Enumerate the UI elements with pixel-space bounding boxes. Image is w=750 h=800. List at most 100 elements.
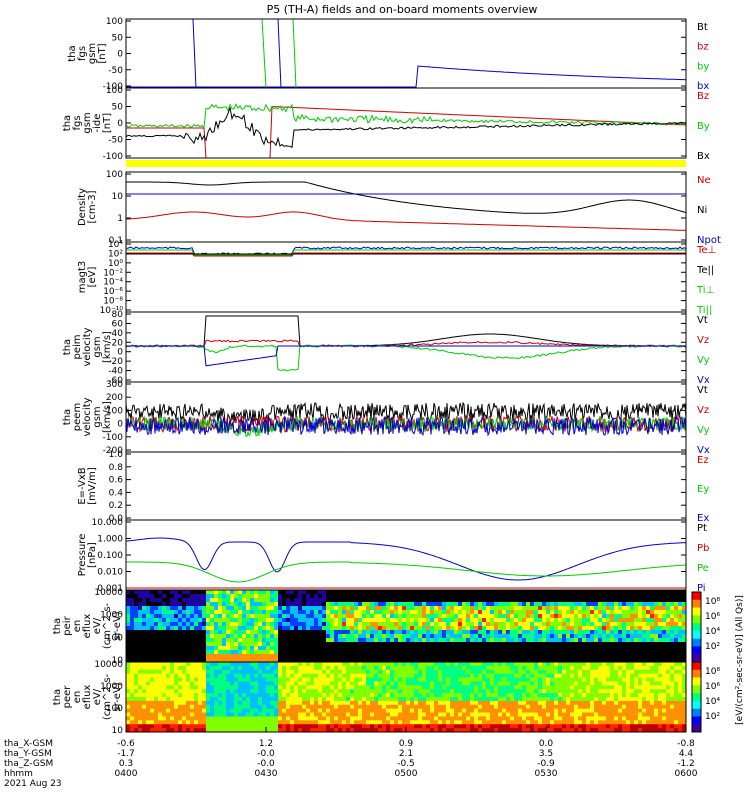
- spectrogram-cell: [314, 654, 319, 659]
- spectrogram-cell: [210, 716, 215, 721]
- spectrogram-cell: [582, 646, 587, 651]
- spectrogram-cell: [266, 700, 271, 706]
- spectrogram-cell: [150, 704, 155, 710]
- spectrogram-cell: [610, 685, 615, 690]
- spectrogram-cell: [274, 594, 279, 599]
- spectrogram-cell: [362, 610, 367, 615]
- spectrogram-cell: [350, 590, 355, 595]
- spectrogram-cell: [170, 677, 175, 682]
- spectrogram-cell: [490, 658, 495, 663]
- spectrogram-cell: [306, 626, 311, 631]
- spectrogram-cell: [538, 708, 543, 713]
- spectrogram-cell: [346, 590, 351, 595]
- spectrogram-cell: [278, 630, 283, 635]
- spectrogram-cell: [370, 638, 375, 643]
- spectrogram-cell: [270, 590, 275, 595]
- spectrogram-cell: [390, 634, 395, 639]
- spectrogram-cell: [354, 654, 359, 659]
- spectrogram-cell: [366, 598, 371, 603]
- spectrogram-cell: [162, 665, 167, 671]
- spectrogram-cell: [314, 700, 319, 706]
- spectrogram-cell: [202, 626, 207, 631]
- spectrogram-cell: [306, 594, 311, 599]
- spectrogram-cell: [602, 724, 607, 729]
- spectrogram-cell: [310, 622, 315, 627]
- spectrogram-cell: [562, 728, 567, 733]
- spectrogram-cell: [374, 622, 379, 627]
- spectrogram-cell: [206, 610, 211, 615]
- spectrogram-cell: [514, 614, 519, 619]
- spectrogram-cell: [198, 720, 203, 725]
- spectrogram-cell: [466, 642, 471, 647]
- spectrogram-cell: [218, 708, 223, 713]
- spectrogram-cell: [370, 712, 375, 717]
- spectrogram-cell: [178, 602, 183, 607]
- spectrogram-cell: [306, 662, 311, 667]
- spectrogram-cell: [650, 598, 655, 603]
- spectrogram-cell: [518, 602, 523, 607]
- spectrogram-cell: [154, 658, 159, 663]
- spectrogram-cell: [426, 658, 431, 663]
- spectrogram-cell: [394, 642, 399, 647]
- spectrogram-cell: [382, 704, 387, 710]
- spectrogram-cell: [262, 720, 267, 725]
- spectrogram-cell: [278, 618, 283, 623]
- spectrogram-cell: [442, 610, 447, 615]
- spectrogram-cell: [442, 614, 447, 619]
- spectrogram-cell: [198, 638, 203, 643]
- spectrogram-cell: [250, 708, 255, 713]
- spectrogram-cell: [586, 598, 591, 603]
- spectrogram-cell: [322, 697, 327, 702]
- spectrogram-cell: [490, 646, 495, 651]
- spectrogram-cell: [278, 724, 283, 729]
- spectrogram-cell: [174, 720, 179, 725]
- spectrogram-cell: [470, 642, 475, 647]
- spectrogram-cell: [194, 654, 199, 659]
- spectrogram-cell: [146, 630, 151, 635]
- spectrogram-cell: [350, 602, 355, 607]
- spectrogram-cell: [466, 622, 471, 627]
- spectrogram-cell: [482, 685, 487, 690]
- spectrogram-cell: [386, 634, 391, 639]
- spectrogram-cell: [506, 658, 511, 663]
- spectrogram-cell: [414, 618, 419, 623]
- spectrogram-cell: [378, 681, 383, 686]
- spectrogram-cell: [486, 654, 491, 659]
- spectrogram-cell: [254, 622, 259, 627]
- spectrogram-cell: [346, 594, 351, 599]
- spectrogram-cell: [138, 606, 143, 611]
- spectrogram-cell: [422, 677, 427, 682]
- spectrogram-cell: [334, 642, 339, 647]
- spectrogram-cell: [678, 654, 683, 659]
- spectrogram-cell: [222, 720, 227, 725]
- ytick-label: 10⁻²: [103, 268, 123, 278]
- spectrogram-cell: [422, 654, 427, 659]
- spectrogram-cell: [566, 654, 571, 659]
- spectrogram-cell: [446, 618, 451, 623]
- spectrogram-cell: [582, 626, 587, 631]
- spectrogram-cell: [154, 662, 159, 667]
- spectrogram-cell: [462, 697, 467, 702]
- spectrogram-cell: [130, 716, 135, 721]
- spectrogram-cell: [374, 642, 379, 647]
- spectrogram-cell: [206, 606, 211, 611]
- spectrogram-cell: [526, 662, 531, 667]
- spectrogram-cell: [186, 669, 191, 675]
- spectrogram-cell: [354, 622, 359, 627]
- spectrogram-cell: [606, 716, 611, 721]
- spectrogram-cell: [222, 708, 227, 713]
- spectrogram-cell: [150, 638, 155, 643]
- spectrogram-cell: [346, 650, 351, 655]
- spectrogram-cell: [386, 677, 391, 682]
- spectrogram-cell: [666, 590, 671, 595]
- spectrogram-cell: [390, 606, 395, 611]
- spectrogram-cell: [398, 658, 403, 663]
- spectrogram-cell: [526, 618, 531, 623]
- spectrogram-cell: [322, 716, 327, 721]
- spectrogram-cell: [582, 658, 587, 663]
- spectrogram-cell: [410, 673, 415, 678]
- spectrogram-cell: [154, 618, 159, 623]
- spectrogram-cell: [526, 606, 531, 611]
- spectrogram-cell: [414, 662, 419, 667]
- spectrogram-cell: [334, 646, 339, 651]
